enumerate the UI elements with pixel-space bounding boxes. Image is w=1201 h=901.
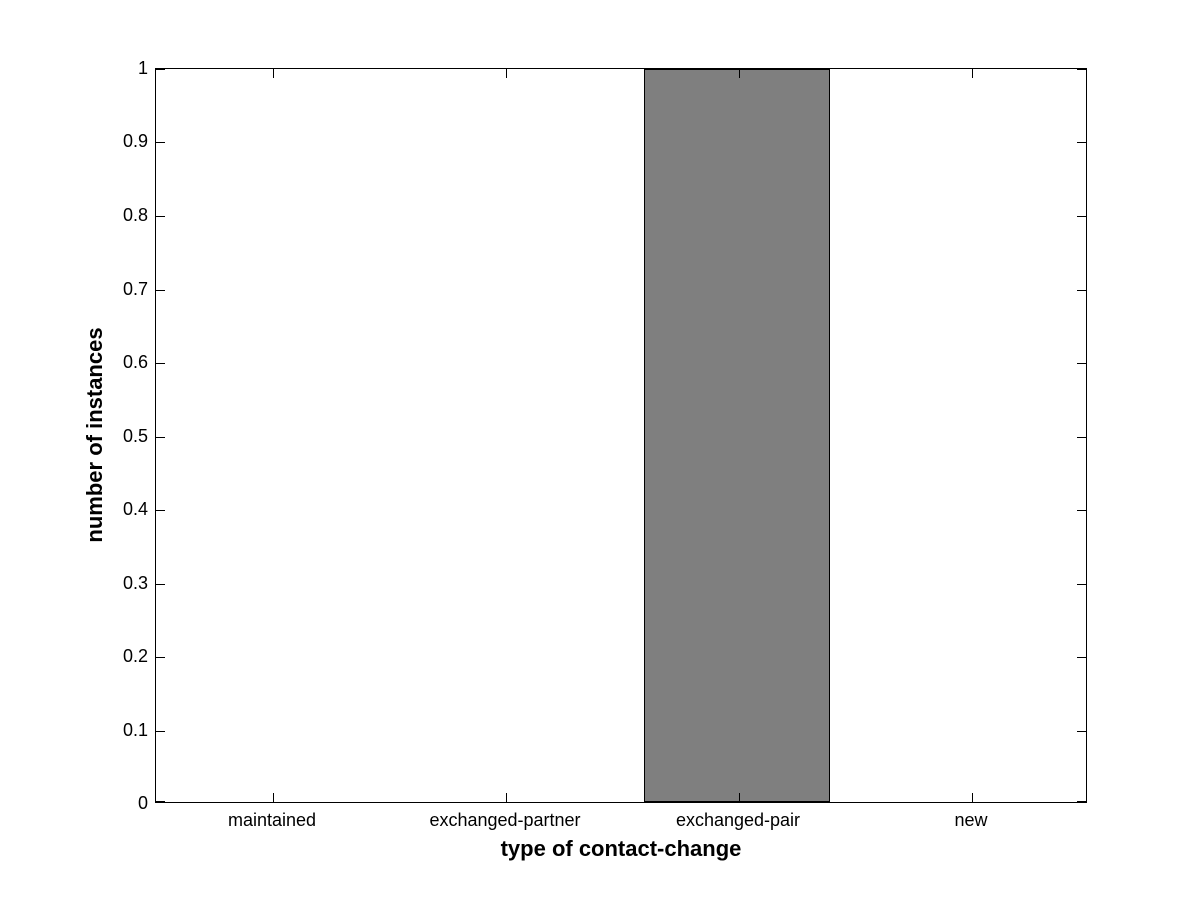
y-tick-left: [156, 69, 165, 70]
y-tick-left: [156, 510, 165, 511]
y-tick-right: [1077, 363, 1086, 364]
y-axis-label: number of instances: [82, 327, 107, 543]
y-tick-label: 0.1: [122, 720, 148, 740]
x-tick-bottom: [506, 793, 507, 802]
y-tick-right: [1077, 584, 1086, 585]
y-tick-left: [156, 801, 165, 802]
y-tick-label: 0.7: [122, 279, 148, 299]
y-tick-left: [156, 584, 165, 585]
y-tick-right: [1077, 142, 1086, 143]
y-tick-label: 0.2: [122, 646, 148, 666]
y-tick-label: 0: [137, 793, 148, 813]
y-tick-right: [1077, 510, 1086, 511]
y-tick-label: 0.6: [122, 352, 148, 372]
y-tick-right: [1077, 290, 1086, 291]
y-tick-right: [1077, 801, 1086, 802]
y-tick-left: [156, 731, 165, 732]
y-tick-label: 0.8: [122, 205, 148, 225]
x-tick-label-new: new: [954, 810, 988, 830]
x-tick-bottom: [739, 793, 740, 802]
y-tick-right: [1077, 437, 1086, 438]
x-tick-top: [972, 69, 973, 78]
y-tick-label: 0.9: [122, 131, 148, 151]
x-tick-label-exchanged-pair: exchanged-pair: [675, 810, 801, 830]
y-tick-right: [1077, 731, 1086, 732]
bar-exchanged-pair: [644, 69, 830, 802]
plot-area: [155, 68, 1087, 803]
y-tick-label: 0.4: [122, 499, 148, 519]
y-tick-label: 0.5: [122, 426, 148, 446]
x-tick-top: [273, 69, 274, 78]
y-tick-right: [1077, 69, 1086, 70]
x-tick-bottom: [273, 793, 274, 802]
y-tick-left: [156, 437, 165, 438]
x-tick-label-maintained: maintained: [227, 810, 317, 830]
x-tick-bottom: [972, 793, 973, 802]
y-tick-right: [1077, 216, 1086, 217]
y-tick-label: 1: [137, 58, 148, 78]
y-tick-right: [1077, 657, 1086, 658]
y-tick-label: 0.3: [122, 573, 148, 593]
x-tick-top: [739, 69, 740, 78]
y-tick-left: [156, 290, 165, 291]
x-tick-top: [506, 69, 507, 78]
y-tick-left: [156, 657, 165, 658]
y-tick-left: [156, 363, 165, 364]
y-tick-left: [156, 142, 165, 143]
y-tick-left: [156, 216, 165, 217]
x-axis-label: type of contact-change: [500, 836, 742, 861]
x-tick-label-exchanged-partner: exchanged-partner: [429, 810, 581, 830]
